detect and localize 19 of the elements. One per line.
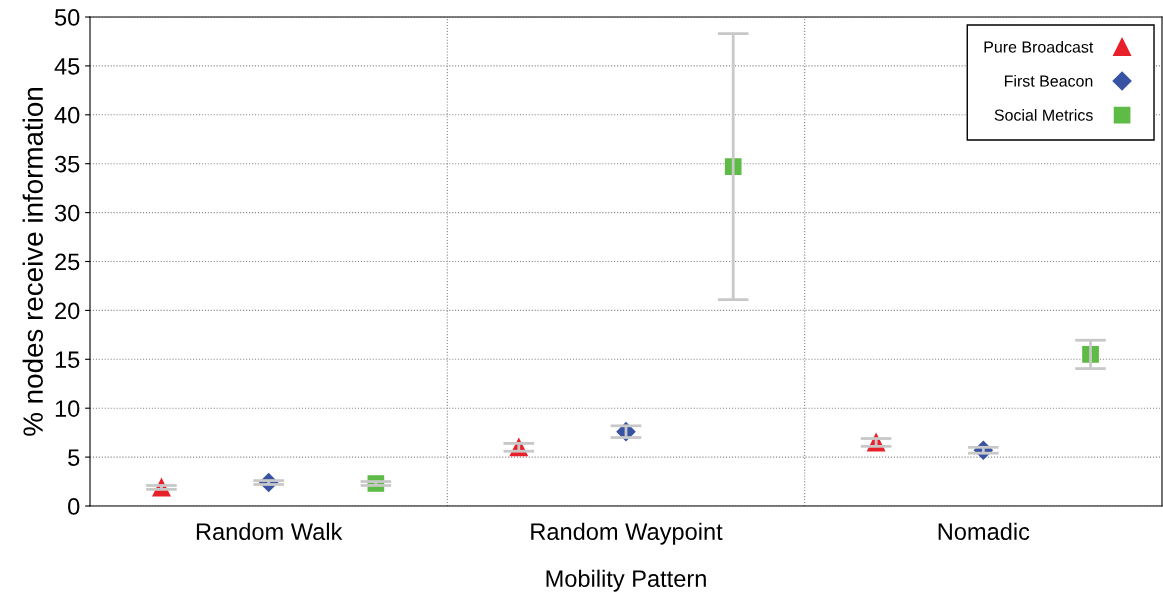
y-axis-title: % nodes receive information	[22, 88, 43, 436]
x-tick-label: Random Waypoint	[531, 522, 723, 545]
x-axis-title: Mobility Pattern	[546, 569, 706, 592]
y-tick-label: 0	[68, 498, 80, 515]
y-tick-label: 15	[55, 351, 80, 369]
y-tick-label: 35	[54, 155, 80, 173]
y-tick-label: 50	[54, 9, 80, 26]
y-tick-label: 30	[54, 204, 80, 222]
legend-label: Social Metrics	[994, 109, 1093, 121]
y-tick-label: 25	[55, 253, 80, 271]
x-tick-label: Random Walk	[196, 522, 343, 541]
legend-label: Pure Broadcast	[984, 40, 1094, 53]
y-tick-label: 10	[55, 400, 80, 417]
y-tick-label: 5	[68, 449, 80, 466]
y-tick-label: 20	[55, 302, 80, 320]
legend-label: First Beacon	[1004, 75, 1093, 87]
y-tick-label: 40	[54, 106, 80, 124]
y-tick-label: 45	[54, 58, 80, 75]
x-tick-label: Nomadic	[938, 522, 1030, 541]
